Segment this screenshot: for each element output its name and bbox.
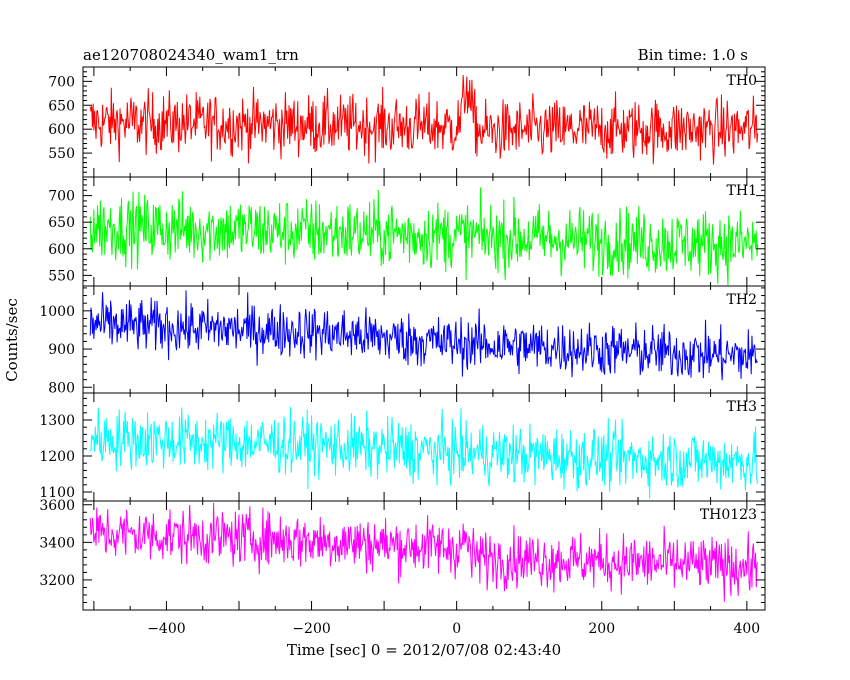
x-axis-title: Time [sec] 0 = 2012/07/08 02:43:40 [287,641,561,659]
y-axis-title: Counts/sec [3,298,21,382]
panel-th0: TH0 550 600 650 700 [48,66,766,178]
y-tick-label: 700 [48,189,75,205]
y-tick-label: 550 [48,146,75,162]
y-tick-label: 900 [48,342,75,358]
y-tick-label: 650 [48,98,75,114]
x-tick-label: −200 [292,621,330,637]
y-tick-label: 650 [48,215,75,231]
y-tick-label: 800 [48,380,75,396]
x-tick-label: 200 [588,621,615,637]
series-line-th3 [89,406,759,499]
panel-label-th0: TH0 [727,73,757,89]
panel-th0123: TH0123 3200 3400 3600 [39,498,766,611]
y-tick-label: 3200 [39,573,75,589]
x-tick-label: −400 [147,621,185,637]
series-line-th0 [89,75,759,165]
y-tick-label: 1100 [39,485,75,501]
series-line-th0123 [89,502,759,602]
x-tick-label: 400 [733,621,760,637]
panel-th2: TH2 800 900 1000 [39,285,766,396]
x-tick-label: 0 [452,621,461,637]
y-tick-label: 3400 [39,535,75,551]
series-line-th1 [89,187,759,286]
plot-title: ae120708024340_wam1_trn [83,46,299,64]
series-line-th2 [89,290,758,381]
y-tick-label: 700 [48,74,75,90]
panel-th3: TH3 1100 1200 1300 [39,392,766,502]
panel-label-th0123: TH0123 [700,507,757,523]
y-tick-label: 1200 [39,449,75,465]
y-tick-label: 600 [48,242,75,258]
panel-frame [82,500,766,611]
y-tick-label: 3600 [39,498,75,514]
panel-th1: TH1 550 600 650 700 [48,176,766,287]
panel-label-th2: TH2 [727,292,757,308]
y-tick-label: 550 [48,268,75,284]
y-tick-label: 1000 [39,304,75,320]
bin-time-label: Bin time: 1.0 s [638,46,748,64]
panel-label-th3: TH3 [727,399,757,415]
y-tick-label: 600 [48,122,75,138]
y-tick-label: 1300 [39,413,75,429]
panel-label-th1: TH1 [727,183,757,199]
panels-group: TH0 550 600 650 700 TH1 550 600 650 700 TH2 800 900 1… [39,66,766,637]
